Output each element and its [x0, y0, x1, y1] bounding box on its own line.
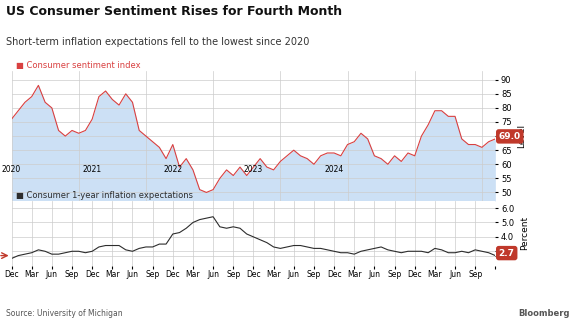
Text: 2020: 2020: [2, 165, 21, 174]
Text: Bloomberg: Bloomberg: [519, 308, 570, 318]
Text: 2023: 2023: [244, 165, 263, 174]
Y-axis label: Percent: Percent: [520, 216, 529, 250]
Text: ■ Consumer 1-year inflation expectations: ■ Consumer 1-year inflation expectations: [16, 191, 194, 200]
Text: 2022: 2022: [163, 165, 183, 174]
Y-axis label: Level: Level: [517, 124, 526, 148]
Text: Source: University of Michigan: Source: University of Michigan: [6, 308, 122, 318]
Text: US Consumer Sentiment Rises for Fourth Month: US Consumer Sentiment Rises for Fourth M…: [6, 5, 342, 18]
Text: Short-term inflation expectations fell to the lowest since 2020: Short-term inflation expectations fell t…: [6, 37, 309, 47]
Text: 2.7: 2.7: [499, 249, 515, 258]
Text: 2021: 2021: [82, 165, 102, 174]
Text: 2024: 2024: [324, 165, 344, 174]
Text: 69.0: 69.0: [499, 132, 521, 141]
Text: ■ Consumer sentiment index: ■ Consumer sentiment index: [16, 61, 141, 70]
